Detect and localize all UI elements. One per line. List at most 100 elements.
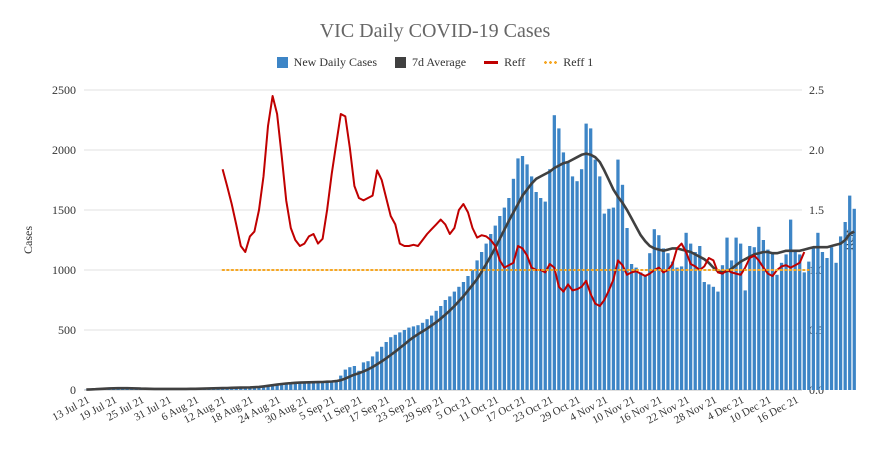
- legend-label-reff-1: Reff 1: [563, 55, 594, 69]
- bar: [370, 356, 375, 390]
- y-tick-label: 1500: [52, 203, 76, 217]
- bar: [443, 300, 447, 390]
- bar: [352, 366, 357, 390]
- bar: [843, 222, 847, 390]
- y-right-tick-label: 2.0: [809, 143, 824, 157]
- bar: [566, 162, 570, 390]
- bar: [561, 152, 566, 390]
- legend-swatch-reff: [484, 61, 499, 64]
- bar: [416, 325, 420, 390]
- bar: [852, 208, 856, 390]
- bar: [634, 267, 638, 390]
- bar: [361, 362, 366, 390]
- bar: [552, 115, 556, 390]
- bar: [543, 201, 547, 390]
- bar: [748, 246, 752, 390]
- bar: [407, 327, 411, 390]
- bar: [729, 260, 734, 390]
- legend-swatch-7d-average: [395, 57, 406, 68]
- bar: [466, 276, 470, 390]
- y-tick-label: 2000: [52, 143, 76, 157]
- bar: [302, 382, 307, 390]
- bar: [389, 337, 393, 390]
- bar: [330, 381, 334, 390]
- bar: [734, 237, 738, 390]
- bar: [589, 128, 593, 390]
- bar: [720, 265, 725, 390]
- bar: [475, 260, 479, 390]
- bar: [320, 381, 325, 390]
- legend-label-new-daily-cases: New Daily Cases: [293, 55, 377, 69]
- bar: [439, 306, 443, 390]
- bar: [398, 332, 402, 390]
- bar: [493, 225, 497, 390]
- bar: [366, 361, 370, 390]
- bar: [625, 228, 629, 390]
- bar: [670, 261, 675, 390]
- bar: [261, 385, 266, 390]
- bar: [639, 272, 643, 390]
- y-right-tick-label: 1.5: [809, 203, 824, 217]
- bar: [316, 381, 320, 390]
- y-tick-label: 0: [70, 383, 76, 397]
- bar: [520, 156, 525, 390]
- bar: [420, 322, 425, 390]
- bar: [270, 384, 275, 390]
- bar: [357, 370, 361, 390]
- bar: [516, 158, 520, 390]
- bar: [411, 326, 416, 390]
- bar: [502, 207, 506, 390]
- bar: [448, 296, 452, 390]
- bar: [498, 216, 502, 390]
- bar: [311, 382, 316, 390]
- chart-title: VIC Daily COVID-19 Cases: [319, 20, 551, 42]
- bar: [275, 383, 279, 390]
- bar: [752, 247, 756, 390]
- bar: [339, 375, 343, 390]
- bar: [548, 169, 552, 390]
- legend-swatch-reff-1: [543, 61, 558, 64]
- bar: [384, 342, 388, 390]
- bar: [739, 243, 743, 390]
- chart-legend: New Daily Cases 7d Average Reff Reff 1: [0, 55, 870, 70]
- y-axis-label: Cases: [21, 226, 35, 254]
- bar: [825, 258, 829, 390]
- bar: [570, 176, 575, 390]
- bar: [761, 240, 766, 390]
- bar: [470, 270, 475, 390]
- legend-item-7d-average[interactable]: 7d Average: [395, 55, 466, 70]
- bar: [666, 253, 670, 390]
- legend-item-new-daily-cases[interactable]: New Daily Cases: [276, 55, 377, 70]
- bar: [648, 253, 652, 390]
- bar: [434, 310, 438, 390]
- bar: [507, 198, 511, 390]
- series-line-reff: [221, 95, 806, 307]
- bar: [838, 236, 843, 390]
- bar: [607, 208, 611, 390]
- bar: [689, 243, 693, 390]
- bar: [802, 272, 806, 390]
- legend-item-reff[interactable]: Reff: [484, 55, 525, 70]
- bar: [766, 249, 770, 390]
- bar: [298, 382, 302, 390]
- legend-label-reff: Reff: [504, 55, 526, 69]
- bar: [679, 266, 684, 390]
- bar: [575, 181, 579, 390]
- bar: [602, 213, 606, 390]
- bar: [375, 351, 379, 390]
- y-tick-label: 500: [58, 323, 76, 337]
- bar: [348, 367, 352, 390]
- bar: [652, 229, 656, 390]
- bar: [525, 164, 529, 390]
- legend-item-reff-1[interactable]: Reff 1: [543, 55, 593, 70]
- bar: [484, 243, 488, 390]
- bar: [593, 159, 597, 390]
- bar: [793, 250, 797, 390]
- bar: [702, 282, 706, 390]
- bar: [725, 237, 729, 390]
- bar: [425, 319, 429, 390]
- bar: [816, 232, 820, 390]
- bar: [598, 176, 602, 390]
